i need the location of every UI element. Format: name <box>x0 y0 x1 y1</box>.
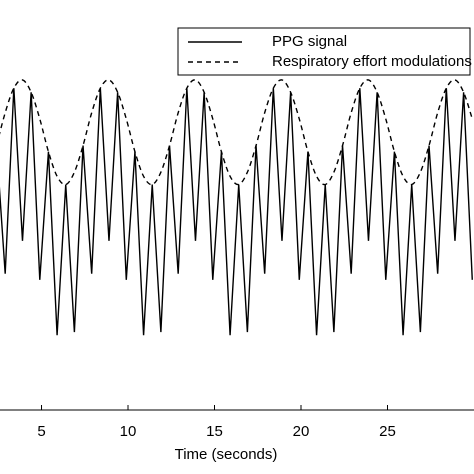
x-tick-label: 10 <box>120 423 137 440</box>
x-tick-label: 25 <box>379 423 396 440</box>
x-axis-label: Time (seconds) <box>175 446 278 463</box>
x-tick-label: 5 <box>37 423 45 440</box>
series-line <box>0 79 473 186</box>
x-tick-label: 20 <box>293 423 310 440</box>
legend: PPG signal Respiratory effort modulations <box>177 27 472 76</box>
series-line <box>0 88 473 336</box>
legend-box <box>177 27 471 76</box>
legend-label: PPG signal <box>272 33 347 50</box>
x-tick-label: 15 <box>206 423 223 440</box>
legend-label: Respiratory effort modulations <box>272 53 472 70</box>
plot-area <box>0 79 473 336</box>
